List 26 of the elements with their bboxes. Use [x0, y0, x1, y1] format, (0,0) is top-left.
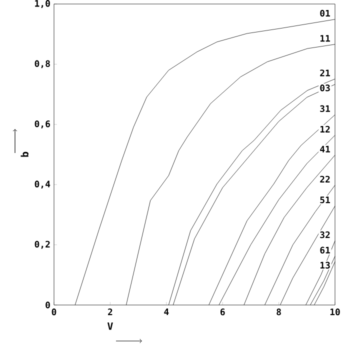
series-label: 03	[320, 84, 330, 92]
series-label: 12	[320, 126, 330, 133]
y-tick-label: 0,4	[34, 180, 50, 189]
series-label: 31	[320, 105, 330, 112]
series-label: 22	[320, 176, 330, 182]
y-tick-label: 1,0	[35, 0, 50, 8]
x-tick-label: 8	[276, 308, 281, 316]
x-tick-label: 2	[108, 308, 112, 316]
series-label: 13	[320, 262, 330, 269]
series-label: 11	[320, 35, 330, 42]
series-label: 01	[320, 10, 330, 17]
series-label: 51	[320, 196, 330, 204]
y-tick-label: 0,8	[34, 60, 50, 68]
x-tick-label: 0	[52, 308, 56, 316]
x-tick-label: 6	[220, 308, 225, 316]
x-tick-label: 4	[164, 308, 169, 316]
series-label: 41	[320, 146, 330, 152]
series-label: 21	[320, 70, 330, 76]
y-tick-label: 0	[46, 302, 50, 308]
y-tick-label: 0,6	[34, 120, 50, 128]
x-axis-title: V	[107, 322, 113, 330]
x-tick-label: 10	[330, 308, 340, 316]
y-axis-title: b	[20, 152, 28, 157]
y-tick-label: 0,2	[34, 240, 50, 249]
series-label: 61	[320, 246, 330, 254]
series-label: 32	[320, 231, 330, 238]
